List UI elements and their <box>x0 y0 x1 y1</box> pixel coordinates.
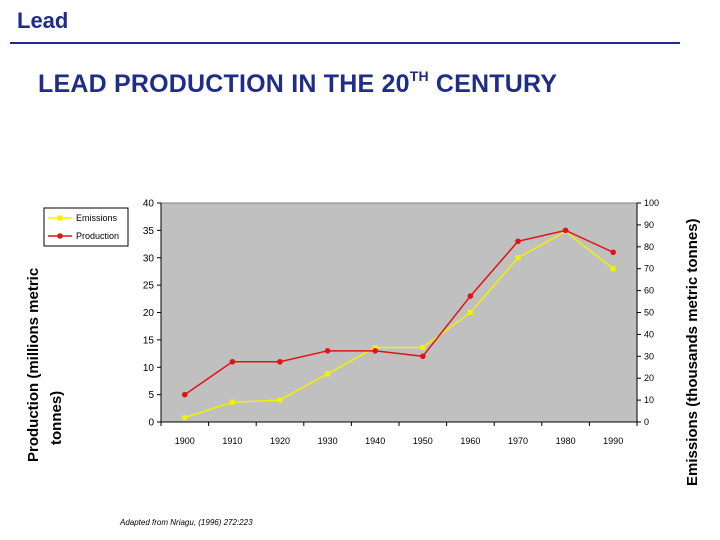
emissions-point <box>325 371 331 377</box>
slide-header: Lead <box>17 8 69 33</box>
right-axis-tick-label: 50 <box>644 308 654 318</box>
emissions-point <box>610 266 616 272</box>
right-axis-tick-label: 80 <box>644 242 654 252</box>
x-axis-tick-label: 1900 <box>175 436 195 446</box>
production-point <box>467 293 474 299</box>
right-axis-tick-label: 0 <box>644 417 649 427</box>
source-caption: Adapted from Nriagu, (1996) 272:223 <box>120 518 253 527</box>
header-divider <box>10 42 680 44</box>
production-point <box>277 358 283 365</box>
left-axis-title-line2: tonnes) <box>48 391 65 445</box>
right-axis-tick-label: 90 <box>644 220 654 230</box>
right-axis-tick-label: 20 <box>644 373 654 383</box>
production-point <box>610 249 616 256</box>
legend-marker-production <box>57 233 63 239</box>
x-axis-tick-label: 1910 <box>222 436 242 446</box>
title-suffix: CENTURY <box>428 70 558 98</box>
x-axis-tick-label: 1940 <box>365 436 385 446</box>
left-axis-tick-label: 25 <box>143 281 155 292</box>
legend-box <box>43 207 129 247</box>
left-axis-tick-label: 5 <box>148 390 154 401</box>
left-axis-tick-label: 40 <box>143 199 155 210</box>
series-line-emissions <box>184 230 614 419</box>
x-axis-tick-label: 1960 <box>460 436 480 446</box>
left-axis-tick-label: 15 <box>143 335 155 346</box>
x-axis-tick-label: 1920 <box>270 436 290 446</box>
production-point <box>229 358 236 365</box>
left-axis-tick-label: 35 <box>143 226 155 237</box>
legend-marker-emissions <box>57 215 63 221</box>
left-axis-title-line1: Production (millions metric <box>25 268 42 462</box>
right-axis-tick-label: 60 <box>644 286 654 296</box>
emissions-point <box>515 255 521 261</box>
right-axis-tick-label: 40 <box>644 329 654 339</box>
left-axis-tick-label: 10 <box>143 363 155 374</box>
x-axis-tick-label: 1990 <box>603 436 623 446</box>
right-axis-tick-label: 10 <box>644 395 654 405</box>
slide-title: LEAD PRODUCTION IN THE 20TH CENTURY <box>38 68 557 99</box>
left-axis-tick-label: 0 <box>148 418 154 429</box>
right-axis-tick-label: 30 <box>644 351 654 361</box>
legend-label-emissions: Emissions <box>76 213 118 223</box>
emissions-point <box>277 397 283 403</box>
left-axis-tick-label: 30 <box>143 253 155 264</box>
plot-area <box>160 202 638 423</box>
production-point <box>562 227 569 234</box>
title-superscript: TH <box>409 68 429 84</box>
x-axis-tick-label: 1950 <box>413 436 433 446</box>
emissions-point <box>372 345 378 351</box>
title-main: LEAD PRODUCTION IN THE 20 <box>38 70 410 98</box>
series-line-production <box>184 229 614 396</box>
production-point <box>324 348 331 354</box>
x-axis-tick-label: 1930 <box>318 436 338 446</box>
emissions-point <box>467 310 473 315</box>
x-axis-tick-label: 1980 <box>556 436 576 446</box>
right-axis-tick-label: 100 <box>644 198 659 208</box>
production-point <box>182 391 188 398</box>
emissions-point <box>229 399 235 405</box>
production-point <box>515 238 521 245</box>
legend-label-production: Production <box>76 231 119 241</box>
x-axis-tick-label: 1970 <box>508 436 528 446</box>
emissions-point <box>420 345 426 351</box>
right-axis-tick-label: 70 <box>644 264 654 274</box>
emissions-point <box>182 415 188 421</box>
production-point <box>420 353 426 360</box>
left-axis-tick-label: 20 <box>143 308 155 319</box>
production-point <box>372 348 379 354</box>
right-axis-title: Emissions (thousands metric tonnes) <box>684 218 701 486</box>
